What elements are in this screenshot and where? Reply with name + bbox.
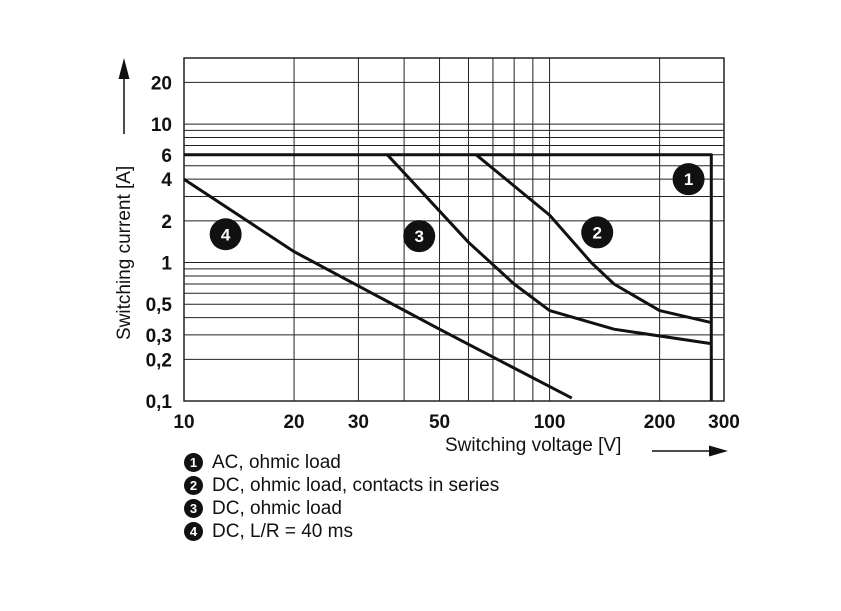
series-line-3 <box>386 153 711 345</box>
series-badge-1 <box>672 163 705 196</box>
y-tick-label: 1 <box>161 254 172 275</box>
y-axis-label: Switching current [A] <box>114 166 135 340</box>
x-tick-label: 20 <box>283 412 304 433</box>
y-tick-label: 0,1 <box>146 392 173 413</box>
series-badge-2 <box>581 216 614 249</box>
y-tick-label: 10 <box>151 115 172 136</box>
x-tick-label: 100 <box>534 412 566 433</box>
legend-item-4: 4 DC, L/R = 40 ms <box>184 520 499 543</box>
series-badge-label-3: 3 <box>414 227 423 246</box>
y-tick-label: 0,2 <box>146 350 172 371</box>
y-tick-label: 0,3 <box>146 326 172 347</box>
legend-badge-2: 2 <box>184 476 203 495</box>
y-tick-label: 6 <box>161 146 172 167</box>
legend-badge-1: 1 <box>184 453 203 472</box>
y-tick-label: 20 <box>151 73 172 94</box>
plot-frame <box>183 57 725 402</box>
x-tick-label: 200 <box>644 412 676 433</box>
legend-label-1: AC, ohmic load <box>212 451 341 473</box>
x-axis-label: Switching voltage [V] <box>445 435 621 456</box>
legend-label-4: DC, L/R = 40 ms <box>212 520 353 542</box>
legend-badge-3: 3 <box>184 499 203 518</box>
y-tick-label: 0,5 <box>146 295 173 316</box>
y-tick-label: 2 <box>161 212 172 233</box>
legend-label-3: DC, ohmic load <box>212 497 342 519</box>
series-line-2 <box>475 153 711 324</box>
legend-item-3: 3 DC, ohmic load <box>184 497 499 520</box>
y-axis-arrow-head <box>118 58 130 79</box>
x-tick-label: 300 <box>708 412 740 433</box>
legend-badge-4: 4 <box>184 522 203 541</box>
x-tick-label: 30 <box>348 412 369 433</box>
series-badge-label-4: 4 <box>221 225 231 244</box>
y-tick-label: 4 <box>161 170 172 191</box>
x-tick-label: 50 <box>429 412 450 433</box>
series-line-1 <box>184 153 713 401</box>
x-tick-label: 10 <box>173 412 194 433</box>
series-badge-3 <box>403 220 436 253</box>
legend-label-2: DC, ohmic load, contacts in series <box>212 474 500 496</box>
series-line-4 <box>183 177 573 400</box>
x-axis-arrow-head <box>709 445 728 457</box>
series-badge-4 <box>209 218 242 251</box>
legend-item-2: 2 DC, ohmic load, contacts in series <box>184 474 499 497</box>
legend: 1 AC, ohmic load 2 DC, ohmic load, conta… <box>184 451 499 543</box>
series-badge-label-2: 2 <box>592 223 601 242</box>
legend-item-1: 1 AC, ohmic load <box>184 451 499 474</box>
series-badge-label-1: 1 <box>684 170 693 189</box>
